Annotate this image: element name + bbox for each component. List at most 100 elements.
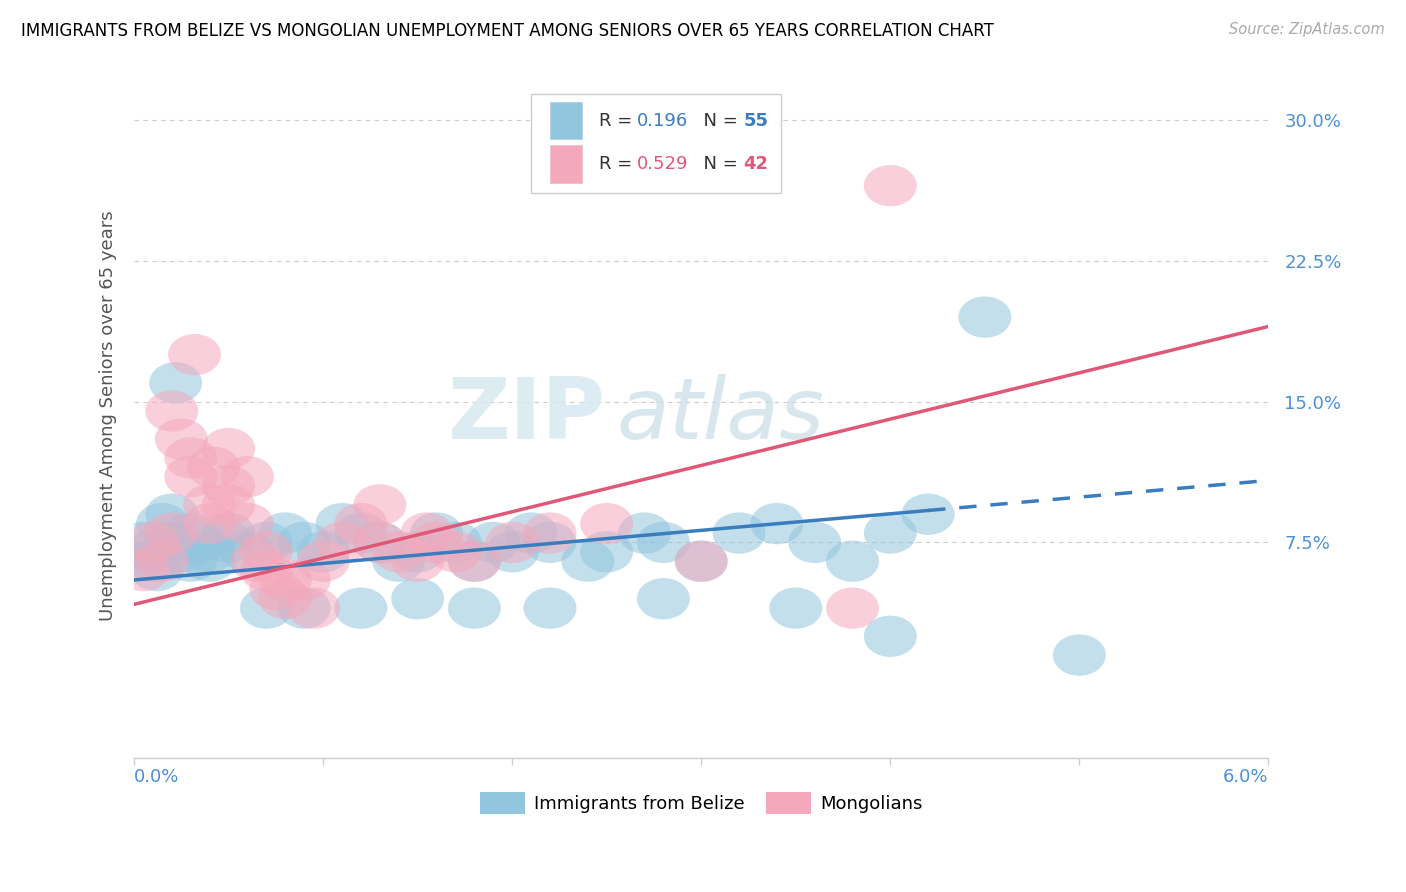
Ellipse shape <box>169 334 221 376</box>
Ellipse shape <box>391 541 444 582</box>
Ellipse shape <box>278 522 330 563</box>
Ellipse shape <box>863 512 917 554</box>
Ellipse shape <box>165 456 217 498</box>
Ellipse shape <box>485 531 538 573</box>
Ellipse shape <box>769 588 823 629</box>
Ellipse shape <box>335 503 388 544</box>
Ellipse shape <box>155 418 208 459</box>
Ellipse shape <box>145 391 198 432</box>
Ellipse shape <box>145 512 198 554</box>
Text: Source: ZipAtlas.com: Source: ZipAtlas.com <box>1229 22 1385 37</box>
Ellipse shape <box>278 588 330 629</box>
Y-axis label: Unemployment Among Seniors over 65 years: Unemployment Among Seniors over 65 years <box>100 211 117 621</box>
Bar <box>550 102 582 139</box>
Ellipse shape <box>221 531 274 573</box>
Ellipse shape <box>183 503 236 544</box>
Ellipse shape <box>259 559 312 600</box>
Ellipse shape <box>825 588 879 629</box>
Ellipse shape <box>523 512 576 554</box>
FancyBboxPatch shape <box>531 94 780 193</box>
Ellipse shape <box>278 559 330 600</box>
Ellipse shape <box>789 522 841 563</box>
Ellipse shape <box>187 447 240 488</box>
Ellipse shape <box>411 522 463 563</box>
Ellipse shape <box>523 522 576 563</box>
Ellipse shape <box>202 484 254 525</box>
Ellipse shape <box>637 522 690 563</box>
Ellipse shape <box>373 531 425 573</box>
Ellipse shape <box>863 615 917 657</box>
Ellipse shape <box>335 588 388 629</box>
Ellipse shape <box>165 541 217 582</box>
Ellipse shape <box>240 549 292 591</box>
Ellipse shape <box>353 522 406 563</box>
Ellipse shape <box>959 296 1011 338</box>
Text: 55: 55 <box>744 112 768 129</box>
Text: 42: 42 <box>744 155 768 173</box>
Ellipse shape <box>240 531 292 573</box>
Ellipse shape <box>297 531 350 573</box>
Text: ZIP: ZIP <box>447 374 605 458</box>
Ellipse shape <box>637 578 690 619</box>
Ellipse shape <box>353 484 406 525</box>
Ellipse shape <box>259 512 312 554</box>
Ellipse shape <box>145 493 198 535</box>
Ellipse shape <box>467 522 520 563</box>
Ellipse shape <box>259 578 312 619</box>
Ellipse shape <box>411 512 463 554</box>
Ellipse shape <box>240 522 292 563</box>
Ellipse shape <box>287 588 340 629</box>
Ellipse shape <box>183 484 236 525</box>
Ellipse shape <box>505 512 558 554</box>
Ellipse shape <box>136 541 188 582</box>
Ellipse shape <box>353 522 406 563</box>
Ellipse shape <box>429 531 482 573</box>
Ellipse shape <box>155 531 208 573</box>
Ellipse shape <box>391 578 444 619</box>
Text: N =: N = <box>692 112 744 129</box>
Ellipse shape <box>122 531 176 573</box>
Text: R =: R = <box>599 155 638 173</box>
Ellipse shape <box>485 522 538 563</box>
Text: N =: N = <box>692 155 744 173</box>
Text: 0.0%: 0.0% <box>134 768 180 786</box>
Ellipse shape <box>202 512 254 554</box>
Ellipse shape <box>523 588 576 629</box>
Ellipse shape <box>713 512 765 554</box>
Ellipse shape <box>315 522 368 563</box>
Ellipse shape <box>619 512 671 554</box>
Ellipse shape <box>174 522 226 563</box>
Ellipse shape <box>183 531 236 573</box>
Ellipse shape <box>127 541 180 582</box>
Ellipse shape <box>1053 634 1107 676</box>
Ellipse shape <box>581 531 633 573</box>
Ellipse shape <box>127 522 180 563</box>
Ellipse shape <box>165 512 217 554</box>
Text: R =: R = <box>599 112 638 129</box>
Legend: Immigrants from Belize, Mongolians: Immigrants from Belize, Mongolians <box>479 792 922 814</box>
Ellipse shape <box>863 165 917 206</box>
Ellipse shape <box>231 541 284 582</box>
Ellipse shape <box>165 437 217 479</box>
Ellipse shape <box>373 541 425 582</box>
Ellipse shape <box>429 522 482 563</box>
Ellipse shape <box>221 503 274 544</box>
Ellipse shape <box>240 588 292 629</box>
Bar <box>550 145 582 183</box>
Ellipse shape <box>581 503 633 544</box>
Ellipse shape <box>449 541 501 582</box>
Ellipse shape <box>297 541 350 582</box>
Text: 0.196: 0.196 <box>637 112 688 129</box>
Text: atlas: atlas <box>616 374 824 458</box>
Ellipse shape <box>145 522 198 563</box>
Ellipse shape <box>901 493 955 535</box>
Ellipse shape <box>751 503 803 544</box>
Ellipse shape <box>401 512 454 554</box>
Ellipse shape <box>449 541 501 582</box>
Ellipse shape <box>335 512 388 554</box>
Ellipse shape <box>183 541 236 582</box>
Ellipse shape <box>391 531 444 573</box>
Ellipse shape <box>136 503 188 544</box>
Ellipse shape <box>117 549 170 591</box>
Ellipse shape <box>675 541 728 582</box>
